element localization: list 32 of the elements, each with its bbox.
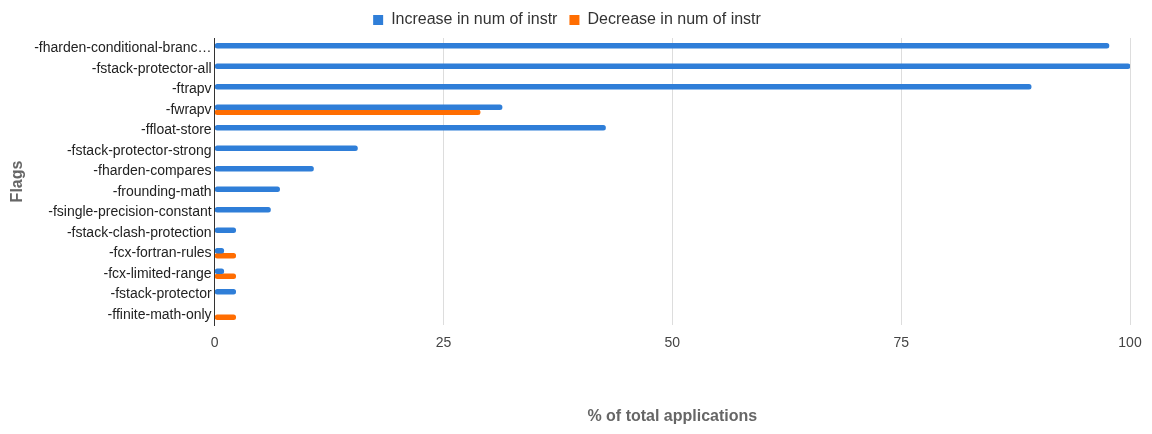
y-tick-label: -ftrapv (171, 80, 212, 97)
y-tick-label: -fstack-protector-all (91, 59, 212, 76)
x-tick-label: 25 (435, 334, 452, 351)
legend-label: Increase in num of instr (391, 10, 559, 28)
y-tick-label: -ffloat-store (141, 121, 212, 138)
bar (214, 63, 1130, 70)
bar (214, 165, 314, 172)
y-tick-label: -fstack-clash-protection (66, 223, 212, 240)
bar (214, 83, 1032, 90)
y-tick-label: -fstack-protector (110, 285, 212, 302)
y-tick-label: -fharden-compares (93, 162, 212, 179)
y-tick-label: -fstack-protector-strong (66, 141, 212, 158)
x-tick-label: 0 (210, 334, 219, 351)
y-tick-label: -fharden-conditional-branc… (34, 39, 212, 56)
bar (214, 206, 271, 213)
x-tick-label: 100 (1118, 334, 1142, 351)
y-tick-label: -fcx-fortran-rules (108, 244, 212, 261)
y-axis-title: Flags (8, 160, 26, 203)
y-tick-label: -ffinite-math-only (107, 305, 212, 322)
y-tick-label: -frounding-math (112, 182, 212, 199)
y-tick-label: -fwrapv (165, 100, 212, 117)
x-tick-label: 50 (664, 334, 681, 351)
x-tick-label: 75 (893, 334, 910, 351)
bar (214, 145, 358, 152)
bar (214, 124, 606, 131)
legend-label: Decrease in num of instr (587, 10, 762, 28)
bar (214, 104, 503, 111)
x-axis-title: % of total applications (587, 406, 758, 424)
y-tick-label: -fsingle-precision-constant (48, 203, 212, 220)
y-tick-label: -fcx-limited-range (103, 264, 212, 281)
bar (214, 42, 1110, 49)
bar (214, 186, 280, 193)
